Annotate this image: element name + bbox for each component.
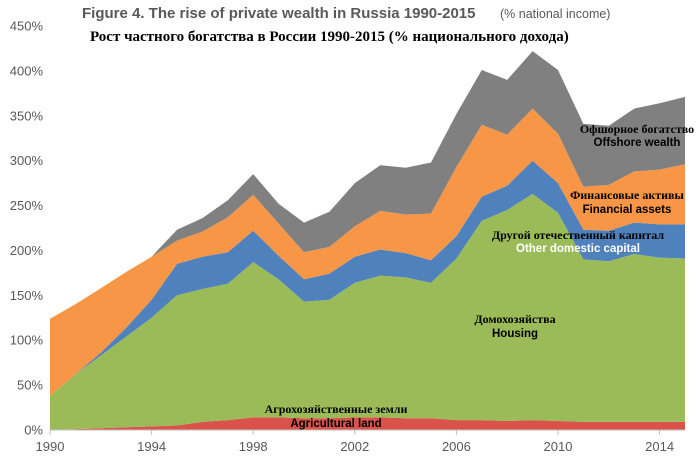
chart-title: Figure 4. The rise of private wealth in … — [82, 5, 610, 22]
label-en-financial-assets: Financial assets — [583, 204, 672, 216]
x-tick-label: 2014 — [645, 439, 674, 454]
y-tick-label: 0% — [24, 423, 43, 438]
chart-title-text: Figure 4. The rise of private wealth in … — [82, 5, 476, 22]
area-housing — [50, 193, 685, 430]
x-tick-label: 2002 — [340, 439, 369, 454]
area-other-domestic-capital — [50, 160, 685, 396]
series-labels: Агрохозяйственные земли Agricultural land… — [265, 122, 695, 430]
label-en-offshore-wealth: Offshore wealth — [594, 137, 681, 149]
x-tick-label: 2010 — [544, 439, 573, 454]
y-tick-label: 400% — [10, 63, 44, 78]
label-en-housing: Housing — [492, 328, 538, 340]
y-tick-label: 300% — [10, 153, 44, 168]
area-financial-assets — [50, 108, 685, 396]
label-ru-housing: Домохозяйства — [474, 312, 555, 326]
y-tick-label: 50% — [17, 378, 43, 393]
label-en-agricultural-land: Agricultural land — [290, 418, 381, 430]
y-tick-label: 150% — [10, 288, 44, 303]
chart-subtitle: Рост частного богатства в России 1990-20… — [90, 29, 569, 45]
label-en-other-domestic-capital: Other domestic capital — [516, 243, 640, 255]
x-tick-label: 1990 — [36, 439, 65, 454]
y-tick-label: 450% — [10, 19, 44, 34]
area-agricultural-land — [50, 417, 685, 430]
label-ru-offshore-wealth: Офшорное богатство — [580, 122, 694, 136]
y-tick-label: 100% — [10, 333, 44, 348]
x-tick-label: 2006 — [442, 439, 471, 454]
label-ru-agricultural-land: Агрохозяйственные земли — [265, 402, 408, 416]
area-offshore-wealth — [50, 51, 685, 319]
y-tick-label: 200% — [10, 243, 44, 258]
label-ru-financial-assets: Финансовые активы — [570, 188, 684, 202]
x-tick-label: 1994 — [137, 439, 166, 454]
y-tick-label: 250% — [10, 198, 44, 213]
area-layers — [50, 51, 685, 430]
x-tick-label: 1998 — [239, 439, 268, 454]
label-ru-other-domestic-capital: Другой отечественный капитал — [492, 228, 665, 242]
axes: 0% 50% 100% 150% 200% 250% 300% 350% 400% 450% 199… — [10, 19, 685, 454]
y-tick-label: 350% — [10, 108, 44, 123]
chart-title-note: (% national income) — [500, 7, 610, 21]
